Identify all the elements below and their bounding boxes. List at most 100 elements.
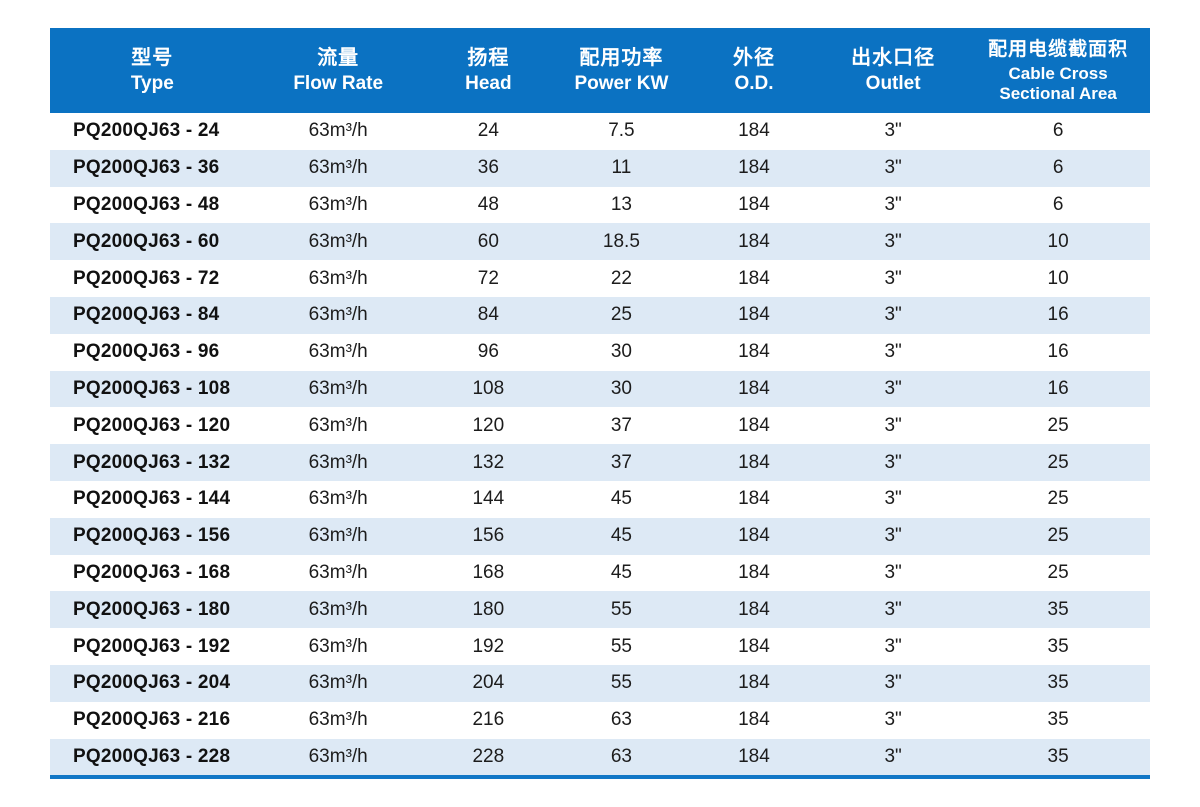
pump-spec-table: 型号 Type 流量 Flow Rate 扬程 Head 配用功率 Power KW 外径 O.D… xyxy=(50,28,1150,780)
table-cell: 25 xyxy=(1047,451,1069,473)
table-cell: PQ200QJ63 - 48 xyxy=(73,193,220,215)
table-row: PQ200QJ63 - 96 63m³/h 96 30 184 3" 16 xyxy=(50,333,1150,371)
table-cell: 35 xyxy=(1047,635,1069,657)
table-cell: 25 xyxy=(1047,561,1069,583)
column-header-2: 扬程 Head xyxy=(422,28,555,113)
table-cell: 11 xyxy=(611,157,632,179)
table-cell: 3" xyxy=(884,745,902,767)
table-row: PQ200QJ63 - 108 63m³/h 108 30 184 3" 16 xyxy=(50,370,1150,408)
table-cell: 55 xyxy=(610,672,632,694)
column-header-6: 配用电缆截面积 Cable Cross Sectional Area xyxy=(966,28,1150,113)
table-cell: 55 xyxy=(610,598,632,620)
table-cell: 3" xyxy=(884,525,902,547)
table-cell: 60 xyxy=(477,230,499,252)
table-cell: 10 xyxy=(1047,230,1069,252)
table-cell: 16 xyxy=(1047,377,1069,399)
table-cell: PQ200QJ63 - 60 xyxy=(73,230,220,252)
table-cell: 184 xyxy=(738,267,770,289)
table-cell: 16 xyxy=(1047,341,1069,363)
table-cell: 63m³/h xyxy=(308,488,368,510)
table-cell: 3" xyxy=(884,414,902,436)
table-cell: 6 xyxy=(1052,120,1064,142)
table-cell: 63m³/h xyxy=(308,598,368,620)
table-cell: 3" xyxy=(884,304,902,326)
table-row: PQ200QJ63 - 228 63m³/h 228 63 184 3" 35 xyxy=(50,738,1150,776)
table-cell: 25 xyxy=(610,304,632,326)
table-cell: PQ200QJ63 - 192 xyxy=(73,635,231,657)
column-header-zh: 配用电缆截面积 xyxy=(988,39,1129,61)
table-cell: 184 xyxy=(738,157,770,179)
table-cell: 25 xyxy=(1047,414,1069,436)
table-cell: 120 xyxy=(472,414,505,436)
table-cell: 184 xyxy=(738,709,770,731)
table-row: PQ200QJ63 - 72 63m³/h 72 22 184 3" 10 xyxy=(50,260,1150,297)
table-cell: 63m³/h xyxy=(308,561,368,583)
table-cell: 63m³/h xyxy=(308,193,368,215)
table-cell: 184 xyxy=(738,193,770,215)
table-row: PQ200QJ63 - 24 63m³/h 24 7.5 184 3" 6 xyxy=(50,113,1150,150)
table-cell: 63m³/h xyxy=(308,120,368,142)
table-cell: 63m³/h xyxy=(308,157,368,179)
table-cell: PQ200QJ63 - 24 xyxy=(73,120,220,142)
table-cell: 3" xyxy=(884,635,902,657)
table-cell: 37 xyxy=(610,414,632,436)
column-header-zh: 配用功率 xyxy=(579,46,664,69)
table-cell: 30 xyxy=(610,377,632,399)
table-cell: PQ200QJ63 - 156 xyxy=(73,525,231,547)
column-header-en: Power KW xyxy=(574,73,669,95)
column-header-zh: 出水口径 xyxy=(851,46,936,69)
table-cell: PQ200QJ63 - 36 xyxy=(73,157,220,179)
table-cell: 184 xyxy=(738,745,770,767)
table-cell: 63 xyxy=(610,709,632,731)
table-cell: 3" xyxy=(884,709,902,731)
table-cell: 63m³/h xyxy=(308,377,368,399)
table-cell: 184 xyxy=(738,561,770,583)
table-cell: 132 xyxy=(472,451,505,473)
table-cell: 184 xyxy=(738,451,770,473)
table-cell: 16 xyxy=(1047,304,1069,326)
table-cell: 18.5 xyxy=(602,230,640,252)
table-cell: 3" xyxy=(884,672,902,694)
table-row: PQ200QJ63 - 180 63m³/h 180 55 184 3" 35 xyxy=(50,591,1150,629)
table-cell: 63m³/h xyxy=(308,745,368,767)
table-cell: PQ200QJ63 - 144 xyxy=(73,488,231,510)
table-cell: 6 xyxy=(1052,157,1064,179)
table-cell: 204 xyxy=(472,672,505,694)
table-cell: 25 xyxy=(1047,525,1069,547)
table-cell: PQ200QJ63 - 216 xyxy=(73,709,231,731)
table-cell: 108 xyxy=(472,377,505,399)
table-cell: 63m³/h xyxy=(308,525,368,547)
table-cell: 35 xyxy=(1047,598,1069,620)
table-cell: 184 xyxy=(738,525,770,547)
table-cell: 144 xyxy=(472,488,505,510)
column-header-en: Outlet xyxy=(865,73,921,95)
table-row: PQ200QJ63 - 84 63m³/h 84 25 184 3" 16 xyxy=(50,296,1150,334)
table-cell: 184 xyxy=(738,341,770,363)
table-cell: 63m³/h xyxy=(308,451,368,473)
table-cell: 63m³/h xyxy=(308,267,368,289)
table-row: PQ200QJ63 - 60 63m³/h 60 18.5 184 3" 10 xyxy=(50,223,1150,261)
table-cell: 3" xyxy=(884,561,902,583)
table-row: PQ200QJ63 - 36 63m³/h 36 11 184 3" 6 xyxy=(50,149,1150,187)
table-row: PQ200QJ63 - 216 63m³/h 216 63 184 3" 35 xyxy=(50,701,1150,739)
column-header-en: O.D. xyxy=(734,73,774,95)
column-header-en: Head xyxy=(465,73,512,95)
column-header-en: Cable Cross Sectional Area xyxy=(999,64,1117,104)
table-cell: 84 xyxy=(477,304,499,326)
table-header-row: 型号 Type 流量 Flow Rate 扬程 Head 配用功率 Power KW 外径 O.D… xyxy=(50,28,1150,113)
table-cell: 184 xyxy=(738,488,770,510)
table-cell: 3" xyxy=(884,451,902,473)
table-cell: 45 xyxy=(610,525,632,547)
column-header-zh: 型号 xyxy=(131,46,174,69)
table-cell: 63m³/h xyxy=(308,304,368,326)
column-header-3: 配用功率 Power KW xyxy=(555,28,688,113)
table-cell: 3" xyxy=(884,157,902,179)
table-cell: 6 xyxy=(1052,193,1064,215)
table-cell: 3" xyxy=(884,230,902,252)
table-row: PQ200QJ63 - 156 63m³/h 156 45 184 3" 25 xyxy=(50,517,1150,555)
column-header-4: 外径 O.D. xyxy=(688,28,820,113)
column-header-1: 流量 Flow Rate xyxy=(255,28,422,113)
table-cell: 3" xyxy=(884,598,902,620)
table-cell: 37 xyxy=(610,451,632,473)
table-cell: 35 xyxy=(1047,745,1069,767)
